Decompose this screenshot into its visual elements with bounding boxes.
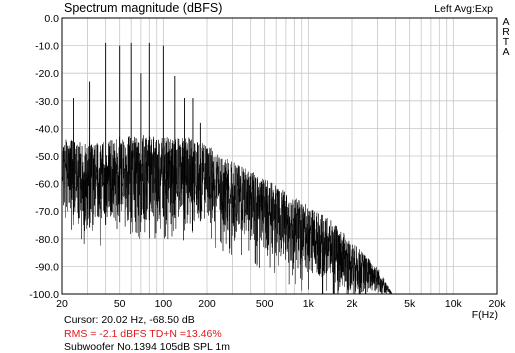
- y-tick-label: -50.0: [35, 151, 59, 163]
- spectrum-trace: [61, 42, 393, 295]
- x-tick-label: 200: [198, 298, 216, 310]
- channel-info: Left Avg:Exp: [434, 3, 493, 15]
- x-tick-label: 5k: [404, 298, 416, 310]
- x-tick-label: 20k: [489, 298, 507, 310]
- cursor-readout: Cursor: 20.02 Hz, -68.50 dB: [64, 314, 195, 326]
- watermark-letter: A: [502, 46, 510, 58]
- spectrum-line: [61, 135, 393, 295]
- watermark-letter: T: [502, 36, 510, 48]
- y-tick-label: -30.0: [35, 96, 59, 108]
- x-tick-label: 500: [256, 298, 274, 310]
- x-axis-label: F(Hz): [472, 309, 498, 321]
- arta-watermark: A R T A: [501, 16, 511, 58]
- y-tick-labels: 0.0 -10.0 -20.0 -30.0 -40.0 -50.0 -60.0 -70.0 -8…: [29, 13, 59, 301]
- x-tick-label: 10k: [445, 298, 463, 310]
- y-tick-label: -60.0: [35, 179, 59, 191]
- x-tick-label: 1k: [303, 298, 315, 310]
- measurement-caption: Subwoofer No.1394 105dB SPL 1m: [64, 341, 230, 353]
- y-tick-label: -40.0: [35, 123, 59, 135]
- chart-title: Spectrum magnitude (dBFS): [64, 1, 223, 15]
- x-tick-label: 50: [114, 298, 126, 310]
- x-tick-labels: 20 50 100 200 500 1k 2k 5k 10k 20k: [56, 298, 506, 310]
- y-tick-label: -70.0: [35, 206, 59, 218]
- chart-grid: [61, 17, 498, 295]
- plot-frame: [61, 17, 498, 295]
- watermark-letter: R: [502, 26, 510, 38]
- x-tick-label: 100: [155, 298, 173, 310]
- y-tick-label: -80.0: [35, 234, 59, 246]
- y-tick-label: -90.0: [35, 261, 59, 273]
- x-tick-label: 20: [56, 298, 68, 310]
- x-tick-label: 2k: [346, 298, 358, 310]
- y-tick-label: -10.0: [35, 41, 59, 53]
- y-tick-label: -100.0: [29, 289, 59, 301]
- y-tick-label: 0.0: [44, 13, 59, 25]
- y-tick-label: -20.0: [35, 68, 59, 80]
- watermark-letter: A: [502, 16, 510, 28]
- rms-readout: RMS = -2.1 dBFS TD+N =13.46%: [64, 328, 222, 340]
